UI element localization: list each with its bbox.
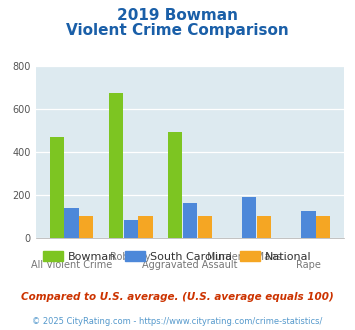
Bar [138,216,153,238]
Bar [50,137,64,238]
Bar [198,216,212,238]
Text: All Violent Crime: All Violent Crime [31,260,112,270]
Text: 2019 Bowman: 2019 Bowman [117,8,238,23]
Bar [109,93,123,238]
Text: Rape: Rape [296,260,321,270]
Text: Aggravated Assault: Aggravated Assault [142,260,238,270]
Bar [79,216,93,238]
Text: Violent Crime Comparison: Violent Crime Comparison [66,23,289,38]
Bar [242,197,256,238]
Bar [257,216,271,238]
Bar [301,211,316,238]
Text: Compared to U.S. average. (U.S. average equals 100): Compared to U.S. average. (U.S. average … [21,292,334,302]
Text: Murder & Mans...: Murder & Mans... [207,251,291,262]
Text: © 2025 CityRating.com - https://www.cityrating.com/crime-statistics/: © 2025 CityRating.com - https://www.city… [32,317,323,326]
Bar [124,220,138,238]
Legend: Bowman, South Carolina, National: Bowman, South Carolina, National [39,247,316,267]
Bar [316,216,330,238]
Bar [183,203,197,238]
Text: Robbery: Robbery [110,251,151,262]
Bar [168,132,182,238]
Bar [64,208,78,238]
